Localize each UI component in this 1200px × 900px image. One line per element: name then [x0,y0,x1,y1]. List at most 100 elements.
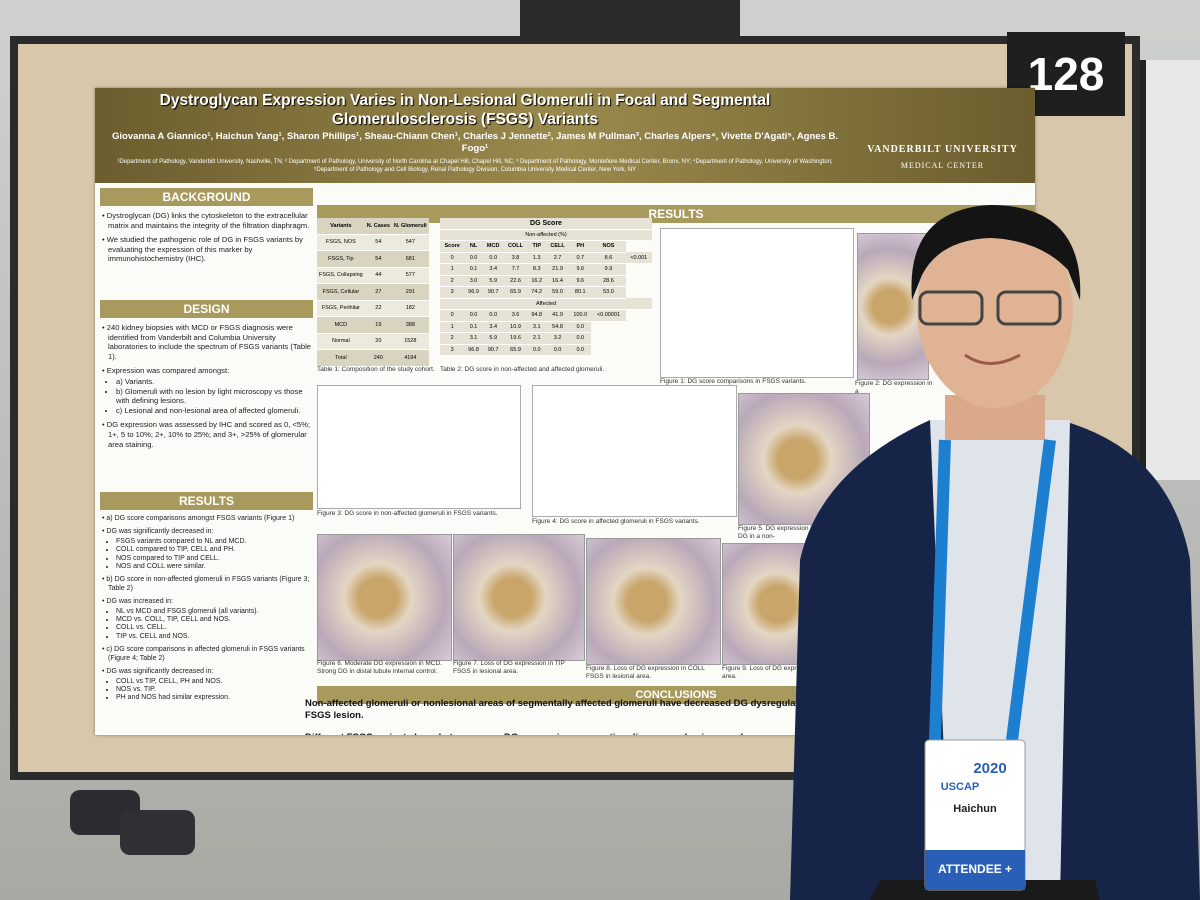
sub-list: COLL vs TIP, CELL, PH and NOS.NOS vs. TI… [116,678,313,703]
row: FSGS, Perihilar 22 182 [317,300,429,317]
next-poster [1140,60,1200,480]
list-item: b) Glomeruli with no lesion by light mic… [116,387,313,406]
cell: 3.0 [464,275,483,287]
cell: 8.6 [591,252,626,264]
cell: 27 [364,283,392,301]
header-cell: CELL [545,240,570,253]
header-cell: N. Cases [364,218,392,235]
bullet: 240 kidney biopsies with MCD or FSGS dia… [100,323,313,361]
cell: 0.0 [545,344,570,356]
group-row: Affected [440,298,652,310]
cell: 65.9 [503,344,528,356]
section-body: a) DG score comparisons amongst FSGS var… [100,515,313,703]
cell: 8.3 [527,263,546,276]
caption: Figure 6. Moderate DG expression in MCD.… [317,660,442,675]
list-item: COLL vs TIP, CELL, PH and NOS. [116,678,313,686]
table-1: Variants N. Cases N. Glomeruli FSGS, NOS 54 5… [317,218,429,367]
caption: Figure 7. Loss of DG expression in TIP F… [453,660,565,675]
header-cell: COLL [503,240,528,253]
header-cell: DG Score [440,218,652,230]
face [917,212,1073,408]
row: FSGS, Cellular 27 291 [317,283,429,301]
section-body: 240 kidney biopsies with MCD or FSGS dia… [100,323,313,449]
row: FSGS, Collapsing 44 577 [317,267,429,284]
lanyard [929,439,1056,741]
row: 1 0.1 3.4 7.7 8.3 21.9 9.6 9.9 [440,263,652,276]
cell: 2 [440,275,465,287]
sub-list: a) Variants.b) Glomeruli with no lesion … [116,377,313,415]
cell: 54 [364,234,392,251]
cell: 74.2 [527,286,546,299]
list-item: FSGS variants compared to NL and MCD. [116,538,313,546]
list-item: c) Lesional and non-lesional area of aff… [116,406,313,416]
cell: 41.9 [545,309,570,322]
header-cell: Variants [317,218,365,235]
header-cell: PH [569,240,592,253]
figure-4 [532,385,737,517]
header-row: Score NL MCD COLL TIP CELL PH NOS [440,240,652,253]
background-section: BACKGROUND Dystroglycan (DG) links the c… [100,188,313,264]
ceiling-fixture [520,0,740,40]
cell: 2.7 [545,252,570,264]
bullet: b) DG score in non-affected glomeruli in… [100,576,313,593]
poster-header: Dystroglycan Expression Varies in Non-Le… [95,88,1035,183]
cell: 0.0 [569,321,592,333]
cell: Total [317,349,365,367]
figure-1 [660,228,854,378]
results-section: RESULTS a) DG score comparisons amongst … [100,492,313,703]
caption: Figure 3: DG score in non-affected glome… [317,510,498,517]
row: 3 96.9 90.7 65.9 74.2 59.0 80.1 53.0 [440,286,652,299]
group-cell: Non-affected (%) [440,229,652,241]
cell: 0.0 [464,252,483,264]
bullet: DG was increased in: [100,598,313,606]
bullet: DG expression was assessed by IHC and sc… [100,420,313,449]
section-body: Dystroglycan (DG) links the cytoskeleton… [100,211,313,264]
title-row: DG Score [440,218,652,230]
bullet: Different FSGS variants have heterogenou… [305,732,945,736]
cell: 54.8 [545,321,570,333]
poster: Dystroglycan Expression Varies in Non-Le… [95,88,1035,735]
bullet: DG was significantly decreased in: [100,528,313,536]
cell: 0.0 [482,309,504,322]
table: Variants N. Cases N. Glomeruli FSGS, NOS 54 5… [317,218,429,367]
cell: 388 [391,316,429,334]
header-cell: N. Glomeruli [391,218,429,235]
cell: 19.6 [503,332,528,345]
cell: 19 [364,316,392,334]
cell: FSGS, NOS [317,234,365,251]
header-cell: NOS [591,240,626,253]
cell: 3.4 [482,321,504,333]
cell: 240 [364,349,392,367]
cell: 7.7 [503,263,528,276]
cell: 3.4 [482,263,504,276]
bullet: a) DG score comparisons amongst FSGS var… [100,515,313,523]
header-row: Variants N. Cases N. Glomeruli [317,218,429,235]
badge-year: 2020 [973,760,1006,777]
cell: 3.2 [545,332,570,345]
cell: 16.2 [527,275,546,287]
caption: Figure 1: DG score comparisons in FSGS v… [660,378,807,385]
cell: <0.001 [625,252,652,264]
section-heading: RESULTS [100,492,313,510]
cell: 681 [391,250,429,268]
row: 2 3.0 5.9 22.6 16.2 16.4 9.6 28.6 [440,275,652,287]
row: Total 240 4194 [317,349,429,367]
section-heading: DESIGN [100,300,313,318]
cell: 5.9 [482,332,504,345]
cell: 0.1 [464,263,483,276]
list-item: COLL vs. CELL. [116,624,313,632]
conclusions-body: Non-affected glomeruli or nonlesional ar… [305,696,945,735]
cell: 20 [364,333,392,350]
cell: Normal [317,333,365,350]
glasses [996,290,1062,326]
header-cell: TIP [527,240,546,253]
caption: Figure 4: DG score in affected glomeruli… [532,518,700,525]
cell: 10.9 [503,321,528,333]
row: 3 96.8 90.7 65.9 0.0 0.0 0.0 [440,344,652,356]
section-heading: BACKGROUND [100,188,313,206]
figure-6-image [317,534,452,661]
bullet: Expression was compared amongst: [100,366,313,376]
row: 0 0.0 0.0 3.6 94.8 41.9 100.0 <0.00001 [440,309,652,322]
